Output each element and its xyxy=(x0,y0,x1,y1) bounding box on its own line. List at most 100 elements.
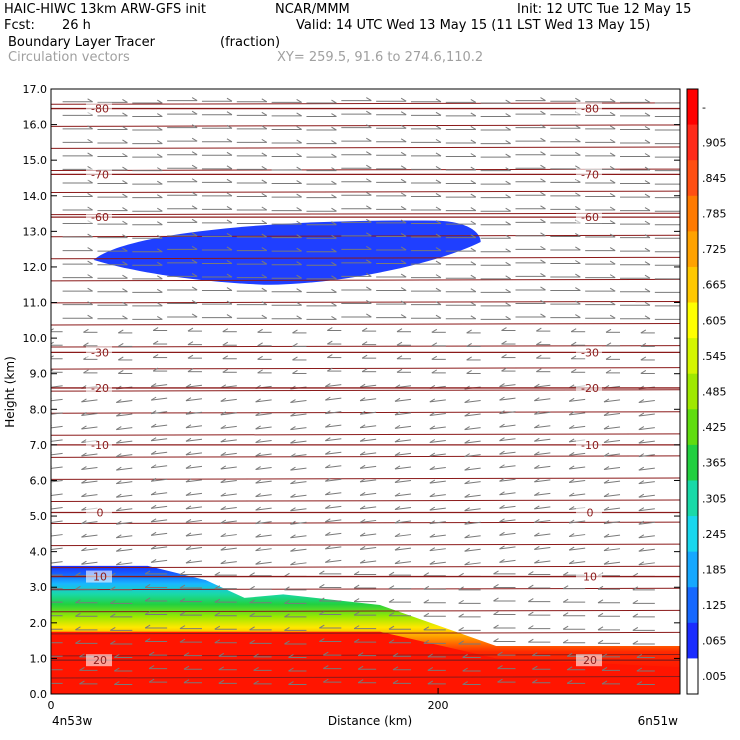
vector-arrow-head xyxy=(534,383,540,388)
vector-arrow xyxy=(429,521,446,525)
vector-arrow-head xyxy=(609,166,616,170)
vector-arrow-head xyxy=(505,248,511,253)
vector-arrow-head xyxy=(191,218,198,223)
vector-arrow-head xyxy=(458,599,464,604)
vector-arrow-head xyxy=(388,571,395,576)
vector-arrow-head xyxy=(505,167,511,172)
vector-arrow-head xyxy=(597,626,604,631)
vector-arrow-head xyxy=(464,561,470,566)
vector-arrow-head xyxy=(534,559,540,564)
vector-arrow-head xyxy=(157,234,163,239)
vector-arrow-head xyxy=(150,545,157,550)
vector-arrow xyxy=(151,397,168,401)
vector-arrow-head xyxy=(435,260,442,265)
vector-arrow-head xyxy=(394,533,401,537)
vector-arrow-head xyxy=(603,425,610,430)
vector-arrow-head xyxy=(257,355,263,360)
vector-arrow xyxy=(290,400,307,404)
vector-arrow-head xyxy=(429,533,436,538)
vector-arrow-head xyxy=(534,451,540,456)
vector-arrow-head xyxy=(296,315,302,320)
contour-label-bg xyxy=(86,381,112,394)
vector-arrow xyxy=(429,548,446,552)
colorbar: - .905 .845 .785 .725 .665 .605 .545 .485 .425 .36… xyxy=(686,88,727,695)
y-tick-label: 16.0 xyxy=(23,119,48,132)
vector-arrow-head xyxy=(562,612,569,617)
vector-arrow xyxy=(569,425,586,429)
vector-arrow-head xyxy=(87,179,93,184)
vector-arrow xyxy=(151,546,168,550)
vector-arrow-head xyxy=(458,586,464,591)
vector-arrow-head xyxy=(534,519,540,523)
vector-arrow-head xyxy=(222,328,229,333)
vector-arrow-head xyxy=(534,464,540,469)
vector-arrow xyxy=(151,492,168,496)
vector-arrow-head xyxy=(505,140,511,145)
vector-arrow-head xyxy=(679,140,680,142)
vector-arrow-head xyxy=(255,398,261,403)
vector-arrow-head xyxy=(603,479,610,484)
vector-arrow xyxy=(290,413,307,417)
vector-arrow xyxy=(394,452,412,456)
vector-arrow-head xyxy=(499,423,505,428)
vector-arrow-head xyxy=(505,99,511,104)
vector-arrow-head xyxy=(462,681,468,685)
vector-arrow xyxy=(534,425,551,429)
vector-arrow-head xyxy=(116,466,122,471)
vector-arrow-head xyxy=(327,340,333,345)
vector-arrow-head xyxy=(122,180,128,184)
vector-arrow-head xyxy=(83,328,89,333)
vector-arrow-head xyxy=(679,221,680,223)
vector-arrow-head xyxy=(79,653,85,658)
vector-arrow-head xyxy=(148,651,155,656)
vector-arrow-head xyxy=(290,547,296,552)
vector-arrow-head xyxy=(400,124,407,129)
vector-arrow-head xyxy=(255,506,261,511)
y-tick-label: 5.0 xyxy=(30,510,48,523)
vector-arrow-head xyxy=(644,98,651,103)
vector-arrow xyxy=(394,425,412,429)
vector-arrow xyxy=(499,559,516,563)
vector-arrow-head xyxy=(191,205,198,210)
vector-arrow-head xyxy=(570,341,577,346)
vector-arrow-head xyxy=(122,207,128,212)
vector-arrow-head xyxy=(157,207,163,212)
vector-arrow xyxy=(51,452,63,456)
contour-label-bg xyxy=(576,102,602,115)
contour-label-bg xyxy=(576,346,602,359)
vector-arrow xyxy=(464,454,481,458)
vector-arrow-head xyxy=(81,520,87,525)
vector-arrow-head xyxy=(226,97,233,102)
vector-arrow-head xyxy=(366,191,372,196)
vector-arrow-head xyxy=(470,301,477,306)
vector-arrow-head xyxy=(319,597,325,602)
field-units: (fraction) xyxy=(220,35,281,50)
vector-arrow-head xyxy=(429,466,436,470)
vector-arrow-head xyxy=(296,301,302,306)
vector-arrow xyxy=(394,439,412,443)
vector-arrow-head xyxy=(325,518,331,523)
vector-arrow xyxy=(569,493,586,497)
vector-arrow-head xyxy=(325,383,331,388)
colorbar-label: .305 xyxy=(702,492,727,505)
vector-arrow-head xyxy=(150,423,157,428)
colorbar-frame xyxy=(686,88,699,695)
vector-arrow-head xyxy=(359,505,366,510)
vector-arrow xyxy=(325,532,342,536)
vector-arrow-head xyxy=(226,219,233,224)
colorbar-swatch xyxy=(687,338,698,375)
vector-arrow-head xyxy=(499,558,505,563)
vector-arrow-head xyxy=(185,424,192,429)
vector-arrow-head xyxy=(493,624,499,629)
vector-arrow xyxy=(603,507,621,511)
vector-arrow-head xyxy=(220,451,227,456)
isentrope-line xyxy=(51,212,680,216)
vector-arrow-head xyxy=(214,625,221,630)
vector-arrow-head xyxy=(116,493,122,498)
vector-arrow-head xyxy=(388,625,395,630)
vector-arrow xyxy=(151,532,168,536)
vector-arrow-head xyxy=(679,180,680,182)
vector-arrow xyxy=(185,425,203,429)
vector-arrow xyxy=(255,440,272,443)
vector-arrow-head xyxy=(220,560,227,565)
